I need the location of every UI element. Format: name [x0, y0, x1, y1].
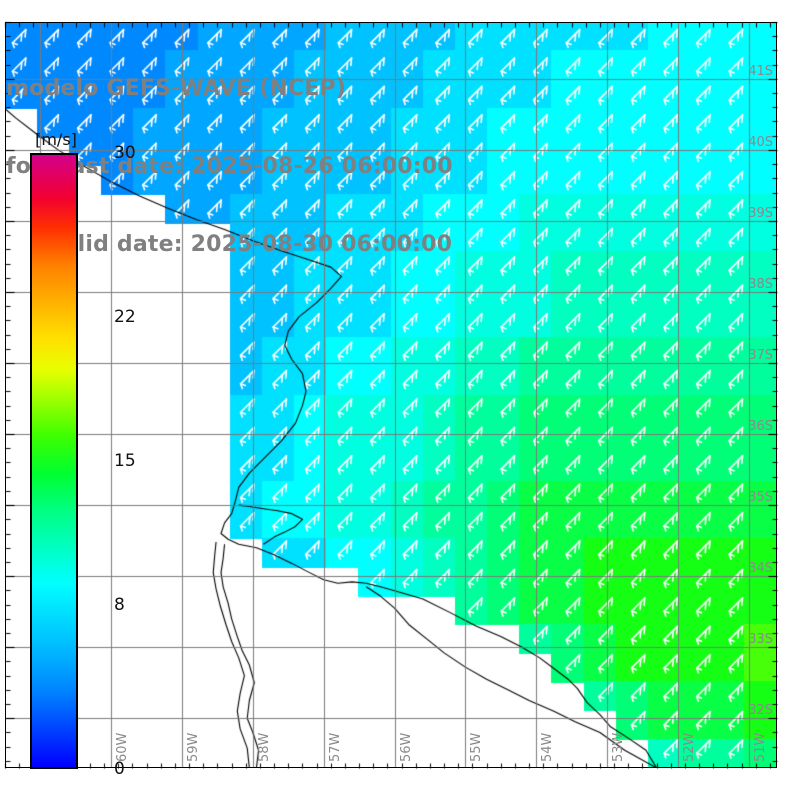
title-line-valid-date: valid date: 2025-08-30 06:00:00	[48, 232, 453, 257]
colorbar-tick-30: 30	[114, 143, 136, 163]
latitude-label-32S: 32S	[748, 702, 773, 718]
colorbar[interactable]: 30 22 15 8 0	[30, 143, 136, 779]
longitude-label-57W: 57W	[327, 732, 343, 762]
latitude-label-36S: 36S	[748, 418, 773, 434]
chart-title: modelo GEFS-WAVE (NCEP) forecast date: 2…	[6, 24, 526, 310]
title-line-model: modelo GEFS-WAVE (NCEP)	[6, 76, 347, 101]
latitude-label-41S: 41S	[748, 63, 773, 79]
latitude-label-38S: 38S	[748, 276, 773, 292]
latitude-label-34S: 34S	[748, 560, 773, 576]
longitude-label-53W: 53W	[610, 732, 626, 762]
latitude-label-33S: 33S	[748, 631, 773, 647]
colorbar-tick-8: 8	[114, 594, 125, 615]
colorbar-unit-label: [m/s]	[35, 130, 77, 149]
colorbar-tick-0: 0	[114, 759, 125, 779]
longitude-label-55W: 55W	[468, 732, 484, 762]
colorbar-tick-22: 22	[114, 307, 136, 328]
longitude-label-56W: 56W	[398, 732, 414, 762]
latitude-label-37S: 37S	[748, 347, 773, 363]
title-line-forecast-date: forecast date: 2025-08-26 06:00:00	[6, 154, 453, 179]
latitude-label-40S: 40S	[748, 134, 773, 150]
latitude-label-39S: 39S	[748, 205, 773, 221]
longitude-label-59W: 59W	[185, 732, 201, 762]
longitude-label-51W: 51W	[752, 732, 768, 762]
longitude-label-60W: 60W	[114, 732, 130, 762]
latitude-label-35S: 35S	[748, 489, 773, 505]
longitude-label-52W: 52W	[681, 732, 697, 762]
colorbar-tick-15: 15	[114, 451, 136, 471]
colorbar-gradient	[30, 153, 78, 769]
longitude-label-58W: 58W	[256, 732, 272, 762]
longitude-label-54W: 54W	[539, 732, 555, 762]
